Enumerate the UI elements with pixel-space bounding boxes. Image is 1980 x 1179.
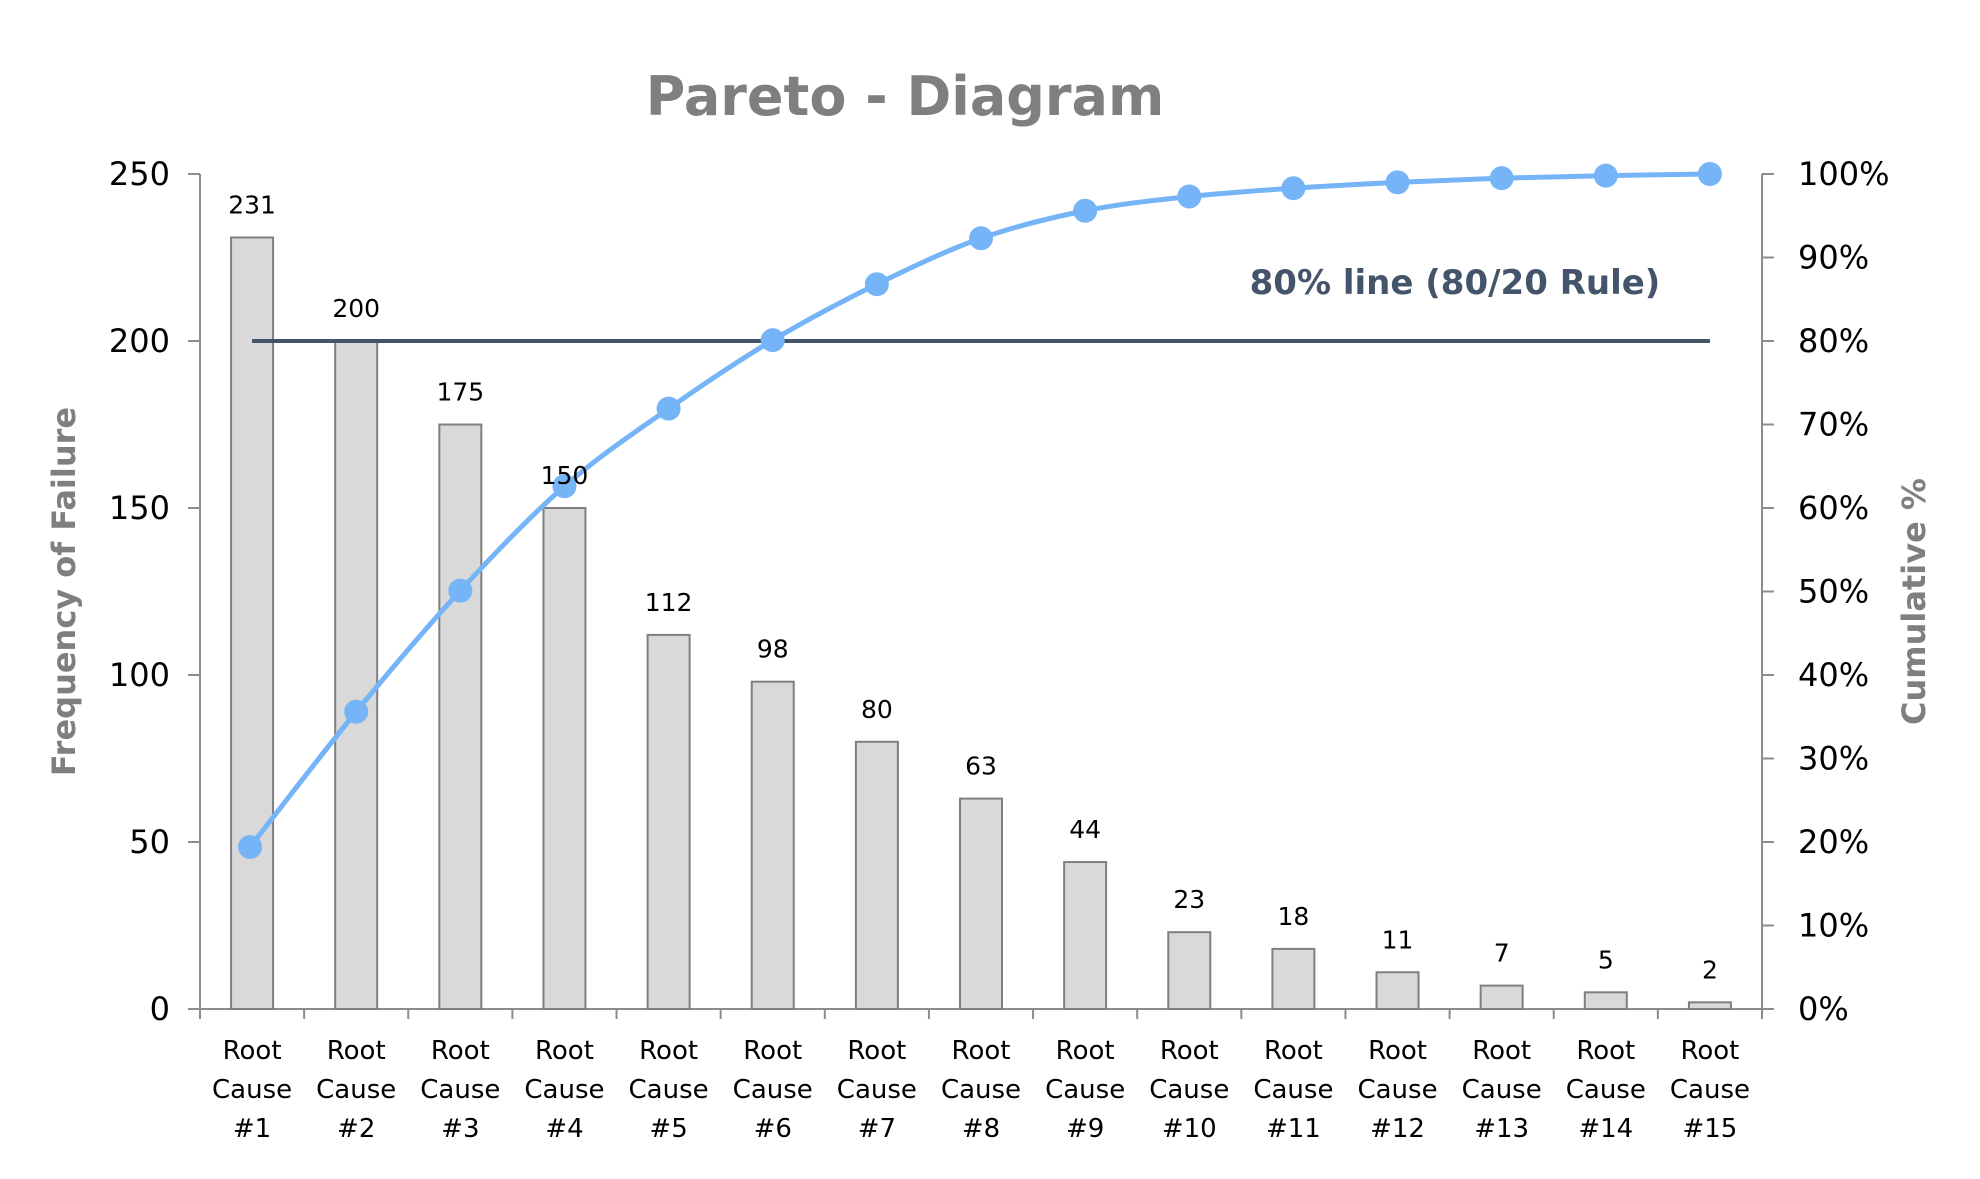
bar-data-label: 63: [965, 752, 997, 781]
y2-tick-label: 70%: [1798, 406, 1869, 444]
bar-data-label: 18: [1277, 902, 1309, 931]
x-tick-label: Root Cause #9: [1045, 1036, 1125, 1144]
y-tick-label: 150: [109, 489, 170, 527]
bar: [1271, 947, 1316, 1011]
cumulative-point: [1697, 162, 1722, 186]
bar-data-label: 200: [332, 294, 380, 323]
bar: [959, 797, 1003, 1011]
y2-tick-label: 80%: [1798, 322, 1869, 360]
bar-data-label: 7: [1494, 939, 1510, 968]
bar-series: [230, 236, 1732, 1011]
x-tick-label: Root Cause #8: [941, 1036, 1021, 1144]
x-tick-label: Root Cause #1: [212, 1036, 292, 1144]
cumulative-point: [656, 396, 681, 421]
bar: [334, 340, 379, 1010]
bar-data-label: 44: [1069, 815, 1101, 844]
bar-data-label: 150: [541, 461, 589, 490]
bar-data-label: 112: [645, 588, 693, 617]
bar: [1063, 861, 1108, 1010]
x-tick-label: Root Cause #6: [733, 1036, 813, 1144]
bar: [230, 236, 275, 1010]
cumulative-point: [1593, 163, 1618, 188]
bar-data-label: 231: [228, 190, 276, 219]
y2-tick-label: 10%: [1798, 907, 1869, 945]
y2-tick-label: 50%: [1798, 573, 1869, 611]
cumulative-line-series: [238, 162, 1722, 860]
cumulative-point: [1489, 166, 1514, 191]
axes: 0 50 100 150 200 250 0% 10% 20% 30% 40% 50% 60% 70% 80…: [109, 155, 1890, 1144]
bar: [1479, 984, 1524, 1010]
cumulative-point: [864, 272, 889, 297]
x-tick-label: Root Cause #5: [629, 1036, 709, 1144]
x-tick-label: Root Cause #12: [1357, 1036, 1437, 1144]
cumulative-point: [238, 835, 263, 860]
cumulative-point: [1281, 176, 1306, 201]
bar-data-label: 98: [757, 635, 789, 664]
y-tick-label: 250: [109, 155, 170, 193]
x-tick-label: Root Cause #13: [1462, 1036, 1542, 1144]
y2-tick-label: 90%: [1798, 239, 1869, 277]
bar-data-label: 11: [1382, 925, 1414, 954]
bar-data-label: 5: [1598, 945, 1614, 974]
bar: [1167, 931, 1212, 1010]
y2-tick-label: 60%: [1798, 489, 1869, 527]
x-tick-label: Root Cause #4: [524, 1036, 604, 1144]
y-tick-label: 50: [129, 823, 170, 861]
x-tick-label: Root Cause #3: [420, 1036, 500, 1144]
bar: [646, 633, 691, 1010]
bar: [438, 423, 483, 1010]
x-tick-label: Root Cause #15: [1670, 1036, 1750, 1144]
data-labels: 231 200 175 150 112 98 80 63 44 23 18 11 7 5 2: [228, 190, 1718, 984]
cumulative-point: [552, 474, 577, 499]
bar-data-label: 175: [436, 378, 484, 407]
y2-tick-label: 30%: [1798, 740, 1869, 778]
y-tick-label: 100: [109, 656, 170, 694]
x-tick-label: Root Cause #14: [1566, 1036, 1646, 1144]
y-tick-label: 200: [109, 322, 170, 360]
cumulative-point: [448, 578, 473, 603]
bar-data-label: 2: [1702, 955, 1718, 984]
bar: [750, 680, 795, 1010]
x-tick-label: Root Cause #11: [1253, 1036, 1333, 1144]
x-tick-label: Root Cause #10: [1149, 1036, 1229, 1144]
x-tick-label: Root Cause #2: [316, 1036, 396, 1144]
cumulative-point: [1177, 184, 1202, 209]
bar-data-label: 80: [861, 695, 893, 724]
bar: [1375, 971, 1420, 1011]
reference-line-label: 80% line (80/20 Rule): [1250, 263, 1661, 303]
bar: [854, 740, 899, 1010]
y2-tick-label: 0%: [1798, 990, 1849, 1028]
x-tick-label: Root Cause #7: [837, 1036, 917, 1144]
y-axis-title: Frequency of Failure: [45, 407, 83, 776]
bar: [1687, 1001, 1732, 1011]
cumulative-point: [344, 699, 369, 724]
y-tick-label: 0: [150, 990, 170, 1028]
cumulative-point: [760, 328, 785, 353]
y2-tick-label: 100%: [1798, 155, 1889, 193]
y2-tick-label: 40%: [1798, 656, 1869, 694]
cumulative-point: [1385, 170, 1410, 195]
cumulative-point: [969, 226, 993, 251]
chart-title: Pareto - Diagram: [646, 65, 1165, 128]
bar: [542, 507, 587, 1010]
bar: [1583, 991, 1628, 1010]
cumulative-point: [1073, 198, 1098, 223]
bar-data-label: 23: [1173, 885, 1205, 914]
y2-tick-label: 20%: [1798, 823, 1869, 861]
y2-axis-title: Cumulative %: [1895, 478, 1933, 725]
